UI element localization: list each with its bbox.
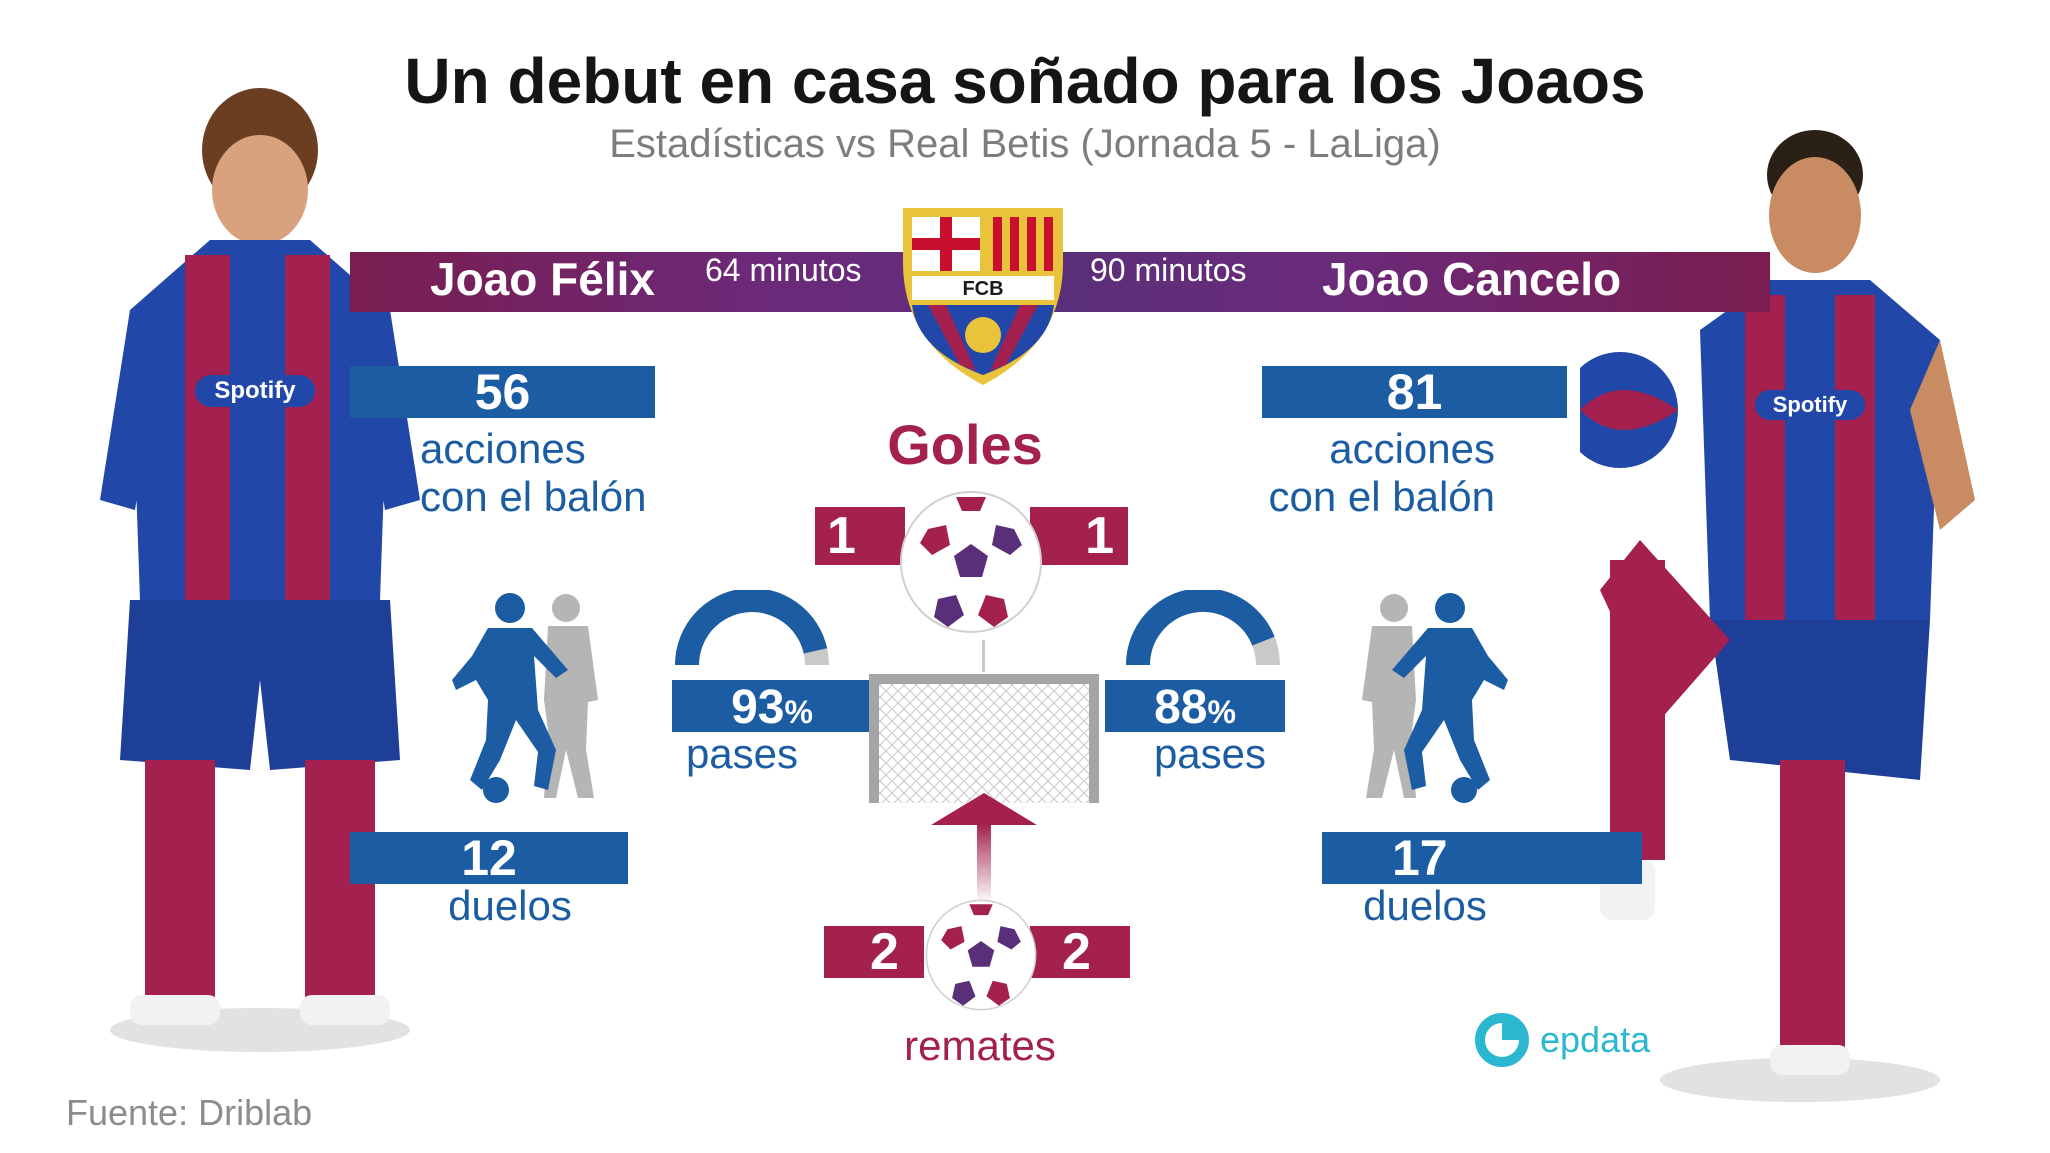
page-subtitle: Estadísticas vs Real Betis (Jornada 5 - … [609,122,1441,166]
player-left-actions-label: acciones con el balón [395,425,695,521]
goals-right-value: 1 [1030,507,1128,565]
player-left-passes-gauge [675,590,829,666]
player-right-passes-value-bar: 88% [1105,680,1285,734]
epdata-logo: epdata [1474,1012,1650,1068]
player-left-actions-value: 56 [350,366,655,418]
shots-right-value: 2 [1030,926,1130,978]
goals-label: Goles [887,413,1043,476]
player-left-duels-value: 12 [350,832,628,884]
player-right-passes-label: pases [1153,730,1267,777]
actions-label-line1: acciones [1329,425,1495,472]
shots-label: remates [904,1022,1056,1069]
percent-sign: % [1207,694,1236,730]
player-right-passes-value: 88 [1154,681,1208,734]
club-badge-text: FCB [962,278,1003,300]
player-left-name: Joao Félix [430,253,655,305]
goals-left-value: 1 [815,507,905,565]
player-right-passes-gauge [1126,590,1280,666]
goal-net-icon [869,674,1099,803]
player-left-minutes: 64 minutos [705,252,862,288]
player-right-name: Joao Cancelo [1322,253,1622,305]
player-right-duels-label: duelos [1363,882,1487,929]
duel-silhouette-right-icon [1362,593,1508,803]
svg-text:Spotify: Spotify [1773,392,1848,417]
player-right-actions-label: acciones con el balón [1255,425,1495,521]
shots-left-value: 2 [824,926,924,978]
epdata-logo-text: epdata [1540,1019,1651,1060]
player-right-duels-value: 17 [1322,832,1642,884]
duel-silhouette-left-icon [452,593,598,803]
player-left-passes-label: pases [685,730,799,777]
player-right-photo: Spotify [1580,130,1975,1102]
player-left-passes-value-bar: 93% [672,680,872,734]
shot-arrow-icon [931,793,1037,903]
football-shots-icon [925,899,1037,1011]
goal-connector-line [982,640,985,672]
player-left-duels-label: duelos [448,882,572,929]
fc-barcelona-crest-icon: FCB [903,208,1063,385]
player-left-photo: Spotify [100,88,420,1052]
epdata-logo-icon [1475,1013,1529,1067]
percent-sign: % [784,694,813,730]
player-right-actions-value: 81 [1262,366,1567,418]
page-title: Un debut en casa soñado para los Joaos [404,45,1646,117]
actions-label-line2: con el balón [420,473,647,520]
player-left-passes-value: 93 [731,681,785,734]
player-right-minutes: 90 minutos [1090,252,1247,288]
actions-label-line2: con el balón [1268,473,1495,520]
source-note: Fuente: Driblab [66,1092,313,1133]
actions-label-line1: acciones [420,425,586,472]
football-goals-icon [900,491,1042,633]
svg-text:Spotify: Spotify [214,377,296,404]
